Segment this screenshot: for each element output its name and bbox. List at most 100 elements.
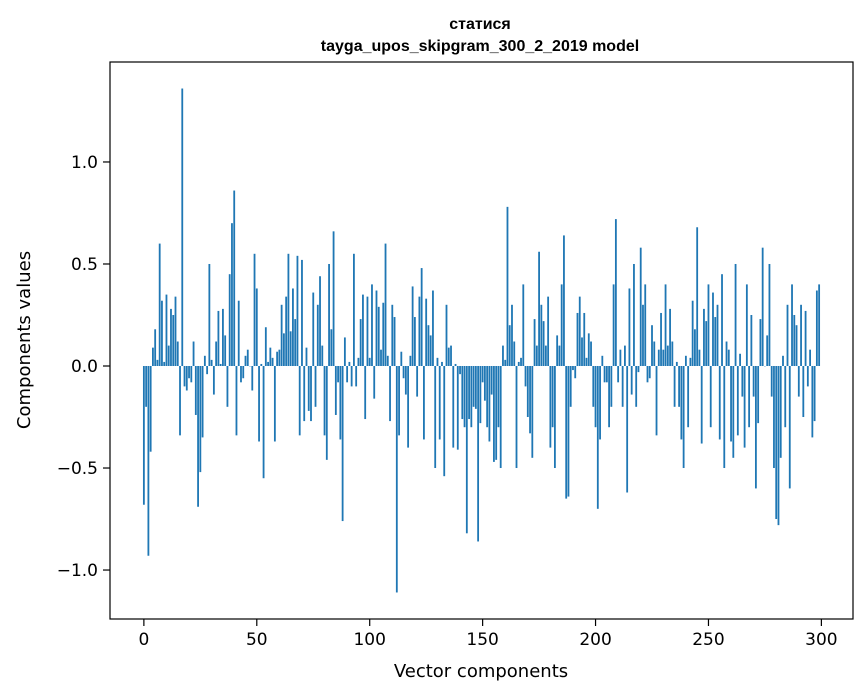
x-tick-label: 150 — [466, 630, 498, 650]
bar — [434, 366, 437, 469]
bar — [402, 366, 405, 379]
bar — [267, 361, 269, 366]
bar — [152, 347, 154, 366]
bar — [445, 304, 448, 366]
bar — [750, 315, 753, 367]
bar — [468, 366, 470, 420]
bar — [382, 302, 385, 366]
bar — [671, 341, 674, 366]
bar — [520, 357, 522, 366]
bar — [201, 366, 204, 438]
bar — [619, 349, 622, 366]
bar — [502, 345, 504, 366]
x-axis: 0 50 100 150 200 250 300 — [138, 619, 838, 650]
bar — [590, 341, 592, 366]
bar — [705, 321, 708, 367]
bar — [531, 366, 534, 458]
bar — [804, 310, 807, 367]
bar — [560, 284, 563, 366]
bar — [585, 357, 588, 366]
bar — [314, 366, 317, 407]
bar — [441, 361, 443, 366]
bar — [657, 349, 660, 366]
bar — [276, 351, 279, 366]
bar — [278, 349, 281, 366]
bar — [362, 294, 364, 366]
bar — [341, 366, 344, 522]
bar — [587, 333, 590, 366]
bar — [578, 296, 581, 366]
bar — [334, 366, 337, 415]
bar — [723, 366, 726, 469]
bar — [407, 366, 410, 448]
bar — [479, 366, 482, 424]
bar — [714, 317, 717, 367]
y-tick-label: 0.0 — [71, 357, 98, 377]
bar — [154, 329, 157, 367]
bar — [499, 366, 502, 469]
bar — [689, 357, 692, 366]
bar — [630, 366, 633, 395]
bar — [240, 366, 242, 383]
bar — [375, 290, 378, 366]
bar — [353, 253, 355, 367]
bar — [721, 274, 723, 366]
bar — [610, 366, 613, 407]
bar — [642, 304, 644, 366]
bar — [748, 366, 751, 428]
bar — [447, 347, 450, 366]
bar — [233, 190, 236, 367]
bar — [330, 329, 333, 367]
bar — [608, 366, 610, 428]
bar — [258, 366, 260, 442]
bar — [486, 366, 489, 428]
bar — [553, 366, 556, 469]
bar — [773, 366, 775, 469]
y-axis: −1.0 −0.5 0.0 0.5 1.0 — [57, 153, 110, 581]
bar — [669, 308, 671, 367]
bar — [732, 366, 735, 458]
bar — [325, 366, 328, 460]
bar — [698, 349, 701, 366]
bar — [226, 366, 229, 407]
bar — [194, 366, 197, 415]
bar — [626, 366, 629, 493]
bar — [795, 325, 798, 367]
bar — [497, 366, 500, 428]
bar — [675, 361, 678, 366]
bar — [592, 366, 595, 407]
bar — [648, 366, 651, 379]
bar — [319, 276, 321, 366]
bar — [179, 366, 181, 436]
bar — [644, 284, 647, 366]
bar — [192, 341, 195, 366]
bar — [357, 357, 360, 366]
bar — [253, 253, 256, 367]
bar — [551, 366, 554, 428]
bar — [574, 366, 577, 379]
bar — [172, 315, 175, 367]
bar — [420, 268, 423, 366]
bar — [775, 366, 778, 520]
bar — [718, 366, 721, 440]
bar — [339, 366, 342, 440]
bar — [741, 366, 744, 397]
y-tick-label: 0.5 — [71, 255, 98, 275]
bar — [782, 355, 784, 366]
bar — [624, 345, 626, 366]
bar — [373, 366, 376, 399]
bar — [716, 304, 719, 366]
bar — [332, 231, 335, 366]
bar — [599, 366, 601, 440]
bar — [754, 366, 757, 489]
bar — [165, 294, 168, 366]
bar — [413, 317, 416, 367]
bar — [809, 349, 811, 366]
bar — [472, 366, 475, 407]
bar — [443, 366, 446, 477]
bar — [788, 366, 791, 489]
y-tick-label: 1.0 — [71, 153, 98, 173]
bar — [389, 366, 391, 422]
x-tick-label: 200 — [579, 630, 611, 650]
